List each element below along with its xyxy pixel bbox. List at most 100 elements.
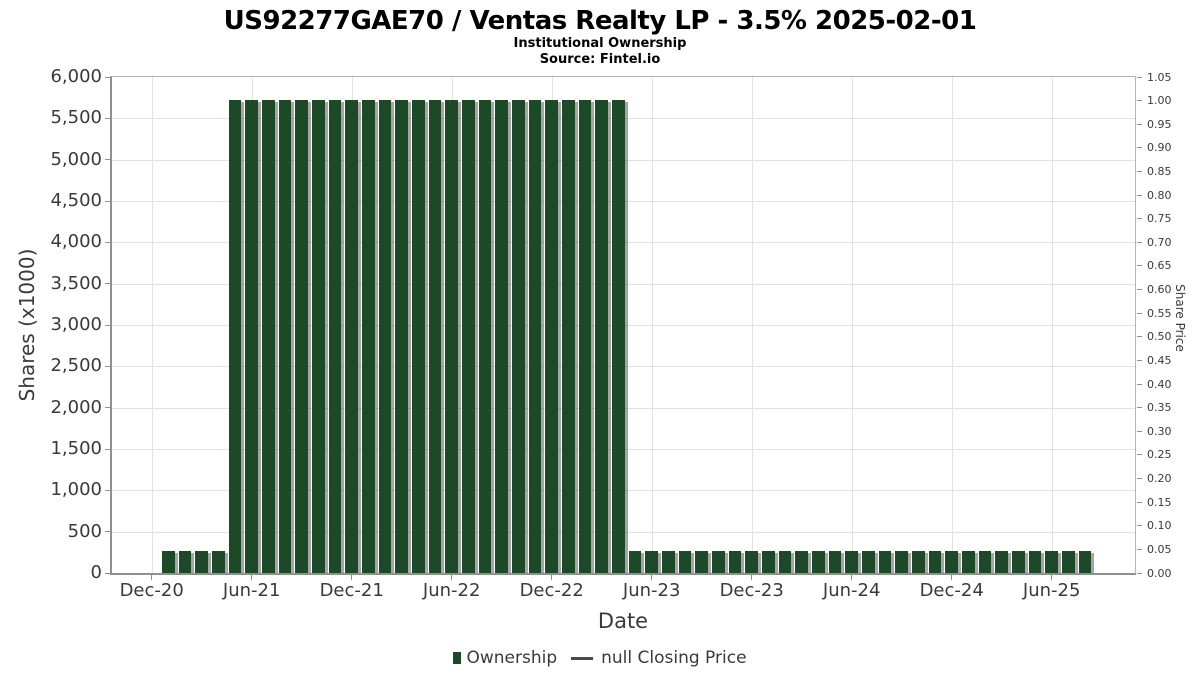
ownership-bar bbox=[628, 551, 642, 573]
right-axis-tick-label: 1.05 bbox=[1147, 70, 1172, 84]
x-axis-tick bbox=[551, 575, 553, 580]
ownership-bar bbox=[795, 551, 808, 573]
ownership-bar bbox=[678, 551, 692, 573]
ownership-bar bbox=[512, 100, 525, 573]
ownership-bar bbox=[962, 551, 975, 573]
y-axis-tick-label: 2,000 bbox=[50, 396, 102, 418]
x-axis-label: Date bbox=[597, 609, 649, 633]
y-axis-tick-label: 4,000 bbox=[50, 231, 102, 253]
right-axis-tick bbox=[1137, 407, 1142, 409]
y-axis-tick bbox=[105, 407, 110, 409]
x-axis-tick bbox=[951, 575, 953, 580]
legend-line-marker-icon bbox=[571, 656, 594, 660]
y-axis-tick-label: 1,000 bbox=[50, 479, 102, 501]
gridline-vertical bbox=[751, 77, 753, 573]
ownership-bar bbox=[878, 551, 892, 573]
right-axis-tick bbox=[1137, 312, 1142, 314]
ownership-bar bbox=[928, 551, 942, 573]
y-axis-tick-label: 500 bbox=[67, 520, 102, 542]
ownership-bar bbox=[812, 551, 825, 573]
right-axis-tick bbox=[1137, 76, 1142, 78]
ownership-bar bbox=[895, 551, 908, 573]
ownership-bar bbox=[745, 551, 758, 573]
right-axis-tick bbox=[1137, 123, 1142, 125]
x-axis-tick-label: Jun-22 bbox=[422, 580, 481, 601]
ownership-bar bbox=[862, 551, 875, 573]
right-axis-tick bbox=[1137, 454, 1142, 456]
y-axis-tick bbox=[105, 117, 110, 119]
right-axis-tick bbox=[1137, 478, 1142, 480]
ownership-bar bbox=[195, 551, 208, 573]
right-axis-tick-label: 0.95 bbox=[1147, 117, 1172, 131]
right-axis-tick-label: 0.00 bbox=[1147, 566, 1172, 580]
gridline-vertical bbox=[1051, 77, 1053, 573]
right-axis-tick-label: 0.70 bbox=[1147, 235, 1172, 249]
ownership-bar bbox=[595, 100, 608, 573]
ownership-bar bbox=[912, 551, 925, 573]
ownership-bar bbox=[362, 100, 375, 573]
ownership-bar bbox=[378, 100, 392, 573]
y-axis-tick-label: 3,500 bbox=[50, 272, 102, 294]
ownership-bar bbox=[695, 551, 708, 573]
ownership-bar bbox=[578, 100, 592, 573]
ownership-bar bbox=[662, 551, 675, 573]
right-axis-tick bbox=[1137, 430, 1142, 432]
ownership-bar bbox=[495, 100, 508, 573]
x-axis-tick bbox=[851, 575, 853, 580]
ownership-bar bbox=[295, 100, 308, 573]
x-axis-tick bbox=[251, 575, 253, 580]
right-axis-tick-label: 0.20 bbox=[1147, 472, 1172, 486]
ownership-bar bbox=[1045, 551, 1058, 573]
ownership-bar bbox=[1062, 551, 1075, 573]
gridline-vertical bbox=[851, 77, 853, 573]
ownership-bar bbox=[445, 100, 458, 573]
x-axis-tick bbox=[751, 575, 753, 580]
ownership-bar bbox=[645, 551, 658, 573]
ownership-bar bbox=[428, 100, 442, 573]
y-axis-tick bbox=[105, 159, 110, 161]
x-axis-tick-label: Dec-23 bbox=[719, 580, 784, 601]
chart-legend: Ownership null Closing Price bbox=[0, 648, 1200, 668]
y-axis-tick bbox=[105, 448, 110, 450]
right-axis-tick bbox=[1137, 170, 1142, 172]
right-axis-tick bbox=[1137, 548, 1142, 550]
y-axis-tick-label: 4,500 bbox=[50, 190, 102, 211]
x-axis-tick-label: Dec-20 bbox=[119, 580, 184, 601]
ownership-bar bbox=[995, 551, 1008, 573]
x-axis-tick-label: Jun-23 bbox=[622, 580, 681, 601]
y-axis-tick bbox=[105, 200, 110, 202]
ownership-bar bbox=[778, 551, 792, 573]
chart-source: Source: Fintel.io bbox=[539, 52, 661, 67]
ownership-bar bbox=[562, 100, 575, 573]
y-axis-tick-label: 1,500 bbox=[50, 438, 102, 459]
right-axis-tick-label: 0.55 bbox=[1147, 306, 1172, 320]
gridline-vertical bbox=[151, 77, 153, 573]
page-title: US92277GAE70 / Ventas Realty LP - 3.5% 2… bbox=[223, 6, 977, 36]
y-axis-tick bbox=[105, 76, 110, 78]
right-axis-tick bbox=[1137, 100, 1142, 102]
right-axis-tick bbox=[1137, 218, 1142, 220]
ownership-bar bbox=[945, 551, 958, 573]
ownership-bar bbox=[328, 100, 342, 573]
right-axis-tick-label: 0.35 bbox=[1147, 401, 1172, 415]
y-axis-tick-label: 5,500 bbox=[50, 107, 102, 129]
ownership-bar bbox=[212, 551, 225, 573]
ownership-bar bbox=[162, 551, 175, 573]
right-axis-tick-label: 0.75 bbox=[1147, 212, 1172, 226]
legend-ownership-label: Ownership bbox=[466, 648, 558, 668]
right-axis-tick bbox=[1137, 265, 1142, 267]
right-axis-tick-label: 0.25 bbox=[1147, 448, 1172, 462]
y-axis-tick bbox=[105, 241, 110, 243]
chart-subtitle: Institutional Ownership bbox=[513, 36, 687, 51]
y-axis-tick-label: 2,500 bbox=[50, 355, 102, 377]
right-axis-tick-label: 0.30 bbox=[1147, 424, 1172, 438]
y-axis-tick bbox=[105, 531, 110, 533]
ownership-bar bbox=[178, 551, 192, 573]
y-axis-tick bbox=[105, 283, 110, 285]
right-axis-tick-label: 0.45 bbox=[1147, 353, 1172, 367]
right-axis-tick bbox=[1137, 383, 1142, 385]
right-axis-tick-label: 0.80 bbox=[1147, 188, 1172, 202]
x-axis-tick bbox=[351, 575, 353, 580]
ownership-bar bbox=[478, 100, 492, 573]
